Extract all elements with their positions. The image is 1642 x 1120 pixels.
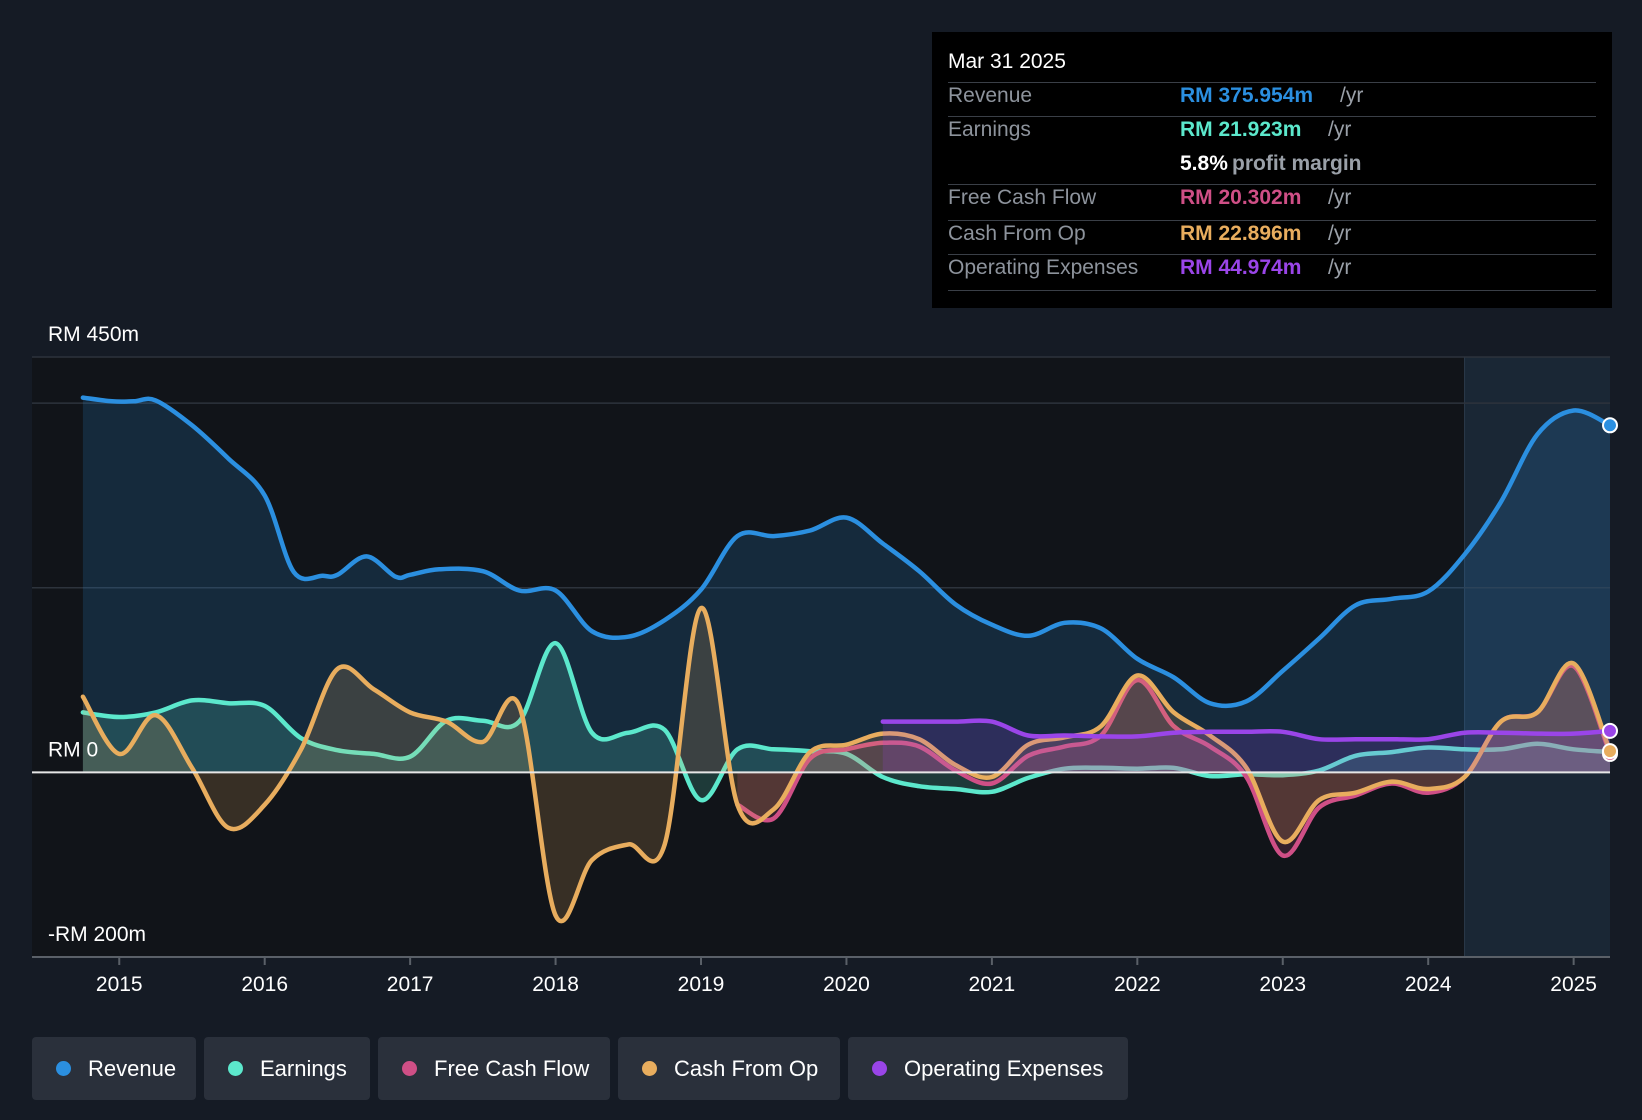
tooltip-panel: Mar 31 2025 Revenue RM 375.954m /yr Earn… [932,32,1612,308]
legend-dot-icon [642,1061,657,1076]
legend-dot-icon [402,1061,417,1076]
tooltip-value: RM 20.302m [1180,186,1302,209]
tooltip-row-cash-from-op: Cash From Op RM 22.896m /yr [948,218,1596,252]
x-tick-label: 2022 [1114,973,1161,996]
legend-item-revenue[interactable]: Revenue [32,1037,196,1100]
legend-label: Cash From Op [674,1056,819,1081]
tooltip-unit: /yr [1328,222,1352,245]
tooltip-value: RM 44.974m [1180,256,1302,279]
x-tick-label: 2020 [823,973,870,996]
x-tick-label: 2015 [96,973,143,996]
legend-label: Free Cash Flow [434,1056,590,1081]
tooltip-value: RM 21.923m [1180,118,1302,141]
series-area-operating-expenses [882,720,1610,773]
tooltip-label: Earnings [948,118,1031,141]
series-area-free-cash-flow [737,665,1610,856]
tooltip-label: Revenue [948,84,1033,107]
y-axis-bottom-label: -RM 200m [48,923,146,946]
x-tick-label: 2021 [969,973,1016,996]
series-line-cash-from-op [80,605,1613,924]
tooltip-divider [948,184,1596,185]
x-tick-label: 2018 [532,973,579,996]
tooltip-label: Cash From Op [948,222,1086,245]
end-marker-operating-expenses [1602,722,1618,739]
legend-item-free-cash-flow[interactable]: Free Cash Flow [378,1037,610,1100]
forecast-region [1464,357,1610,957]
x-tick-label: 2023 [1259,973,1306,996]
series-layer [80,395,1613,924]
tooltip-unit: profit margin [1232,152,1362,175]
tooltip-divider [948,290,1596,291]
legend-dot-icon [56,1061,71,1076]
series-area-earnings [82,643,1610,801]
plot-background [32,357,1610,957]
tooltip-divider [948,220,1596,221]
tooltip-label: Operating Expenses [948,256,1139,279]
end-marker-cash-from-op [1602,743,1618,760]
y-axis-top-label: RM 450m [48,323,139,346]
tooltip-value: RM 375.954m [1180,84,1314,107]
tooltip-row-operating-expenses: Operating Expenses RM 44.974m /yr [948,252,1596,286]
tooltip-divider [948,82,1596,83]
x-axis-ticks: 2015 2016 2017 2018 2019 2020 2021 2022 2023 2024… [96,957,1597,996]
end-markers [1602,417,1618,762]
x-tick-label: 2025 [1550,973,1597,996]
tooltip-row-revenue: Revenue RM 375.954m /yr [948,80,1596,114]
legend-dot-icon [228,1061,243,1076]
tooltip-divider [948,116,1596,117]
tooltip-unit: /yr [1340,84,1364,107]
tooltip-row-profit-margin: 5.8% profit margin [948,148,1596,182]
tooltip-label: Free Cash Flow [948,186,1097,209]
series-line-operating-expenses [880,718,1613,742]
x-tick-label: 2024 [1405,973,1452,996]
tooltip-unit: /yr [1328,186,1352,209]
series-line-revenue [80,395,1613,709]
legend-item-earnings[interactable]: Earnings [204,1037,370,1100]
tooltip-value: 5.8% [1180,152,1228,175]
tooltip-row-earnings: Earnings RM 21.923m /yr [948,114,1596,148]
legend-label: Revenue [88,1056,177,1081]
end-marker-revenue [1602,417,1618,434]
tooltip-value: RM 22.896m [1180,222,1302,245]
tooltip-unit: /yr [1328,256,1352,279]
gridlines [32,356,1610,589]
legend-item-cash-from-op[interactable]: Cash From Op [618,1037,840,1100]
x-tick-label: 2019 [678,973,725,996]
tooltip-date: Mar 31 2025 [948,50,1066,73]
legend-label: Operating Expenses [904,1056,1104,1081]
y-axis-zero-label: RM 0 [48,738,98,761]
tooltip-unit: /yr [1328,118,1352,141]
x-tick-label: 2016 [241,973,288,996]
legend-dot-icon [872,1061,887,1076]
legend-item-operating-expenses[interactable]: Operating Expenses [848,1037,1128,1100]
x-tick-label: 2017 [387,973,434,996]
series-area-revenue [82,397,1610,773]
series-area-cash-from-op [82,607,1610,922]
tooltip-divider [948,254,1596,255]
legend-label: Earnings [260,1056,347,1081]
tooltip-row-free-cash-flow: Free Cash Flow RM 20.302m /yr [948,182,1596,216]
